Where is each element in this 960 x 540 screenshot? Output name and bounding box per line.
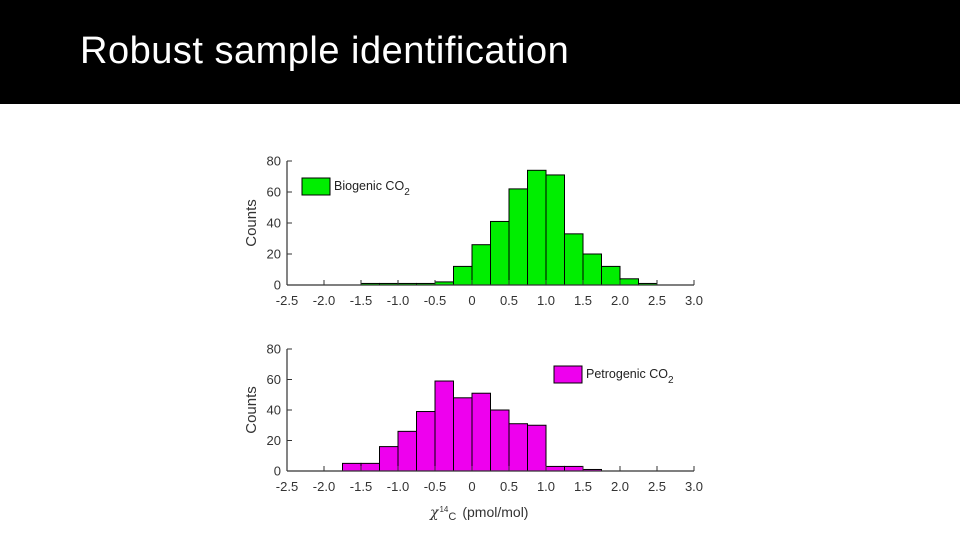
biogenic-x-tick-label: 1.0 bbox=[537, 293, 555, 308]
biogenic-bar bbox=[564, 233, 584, 286]
petrogenic-y-tick-label: 0 bbox=[274, 464, 281, 479]
petrogenic-bar bbox=[434, 380, 454, 472]
biogenic-y-tick-label: 20 bbox=[267, 247, 281, 262]
petrogenic-x-tick-label: -2.5 bbox=[276, 479, 298, 494]
petrogenic-x-tick-label: 2.5 bbox=[648, 479, 666, 494]
biogenic-x-tick-label: 2.5 bbox=[648, 293, 666, 308]
biogenic-legend-swatch bbox=[301, 177, 331, 196]
title-bar bbox=[0, 0, 960, 104]
biogenic-x-tick-label: -2.5 bbox=[276, 293, 298, 308]
petrogenic-x-tick-label: -1.5 bbox=[350, 479, 372, 494]
biogenic-x-tick-label: 0 bbox=[468, 293, 475, 308]
petrogenic-x-tick-label: 1.5 bbox=[574, 479, 592, 494]
petrogenic-x-tick-label: 1.0 bbox=[537, 479, 555, 494]
biogenic-bar bbox=[508, 188, 528, 286]
petrogenic-y-tick-label: 80 bbox=[267, 342, 281, 357]
petrogenic-x-tick-label: 3.0 bbox=[685, 479, 703, 494]
petrogenic-x-tick-label: -2.0 bbox=[313, 479, 335, 494]
biogenic-x-tick-label: 3.0 bbox=[685, 293, 703, 308]
petrogenic-x-tick-label: -1.0 bbox=[387, 479, 409, 494]
petrogenic-bar bbox=[360, 462, 380, 472]
biogenic-y-axis-label: Counts bbox=[243, 199, 260, 247]
biogenic-bar bbox=[582, 253, 602, 286]
petrogenic-bar bbox=[453, 397, 473, 472]
petrogenic-bar bbox=[342, 462, 362, 472]
biogenic-bar bbox=[471, 244, 491, 286]
biogenic-x-tick-label: -1.0 bbox=[387, 293, 409, 308]
biogenic-y-tick-label: 60 bbox=[267, 185, 281, 200]
petrogenic-legend-label: Petrogenic CO2 bbox=[586, 367, 674, 386]
biogenic-legend-label: Biogenic CO2 bbox=[334, 179, 410, 198]
biogenic-bar bbox=[601, 265, 621, 286]
biogenic-bar bbox=[619, 278, 639, 286]
biogenic-x-tick-label: -1.5 bbox=[350, 293, 372, 308]
petrogenic-x-tick-label: -0.5 bbox=[424, 479, 446, 494]
biogenic-x-tick-label: 0.5 bbox=[500, 293, 518, 308]
biogenic-y-tick-label: 80 bbox=[267, 154, 281, 169]
biogenic-x-tick-label: 2.0 bbox=[611, 293, 629, 308]
petrogenic-bar bbox=[471, 392, 491, 472]
petrogenic-bar bbox=[416, 411, 436, 472]
petrogenic-bar bbox=[397, 430, 417, 472]
biogenic-bar bbox=[545, 174, 565, 286]
slide-title: Robust sample identification bbox=[80, 30, 570, 72]
petrogenic-x-axis-label: χ14C (pmol/mol) bbox=[429, 504, 528, 523]
biogenic-x-tick-label: -2.0 bbox=[313, 293, 335, 308]
biogenic-x-tick-label: -0.5 bbox=[424, 293, 446, 308]
petrogenic-legend-swatch bbox=[553, 365, 583, 384]
petrogenic-bar bbox=[545, 465, 565, 472]
petrogenic-y-tick-label: 60 bbox=[267, 372, 281, 387]
petrogenic-bar bbox=[508, 423, 528, 472]
biogenic-bar bbox=[453, 265, 473, 286]
biogenic-y-tick-label: 0 bbox=[274, 278, 281, 293]
biogenic-bar bbox=[490, 220, 510, 286]
petrogenic-bar bbox=[527, 424, 547, 472]
petrogenic-x-tick-label: 0 bbox=[468, 479, 475, 494]
petrogenic-y-tick-label: 40 bbox=[267, 403, 281, 418]
petrogenic-x-tick-label: 0.5 bbox=[500, 479, 518, 494]
biogenic-y-tick-label: 40 bbox=[267, 216, 281, 231]
biogenic-bar bbox=[527, 169, 547, 286]
biogenic-x-tick-label: 1.5 bbox=[574, 293, 592, 308]
petrogenic-bar bbox=[564, 465, 584, 472]
petrogenic-bar bbox=[490, 409, 510, 472]
petrogenic-y-tick-label: 20 bbox=[267, 433, 281, 448]
petrogenic-bar bbox=[379, 446, 399, 472]
petrogenic-y-axis-label: Counts bbox=[243, 386, 260, 434]
petrogenic-x-tick-label: 2.0 bbox=[611, 479, 629, 494]
